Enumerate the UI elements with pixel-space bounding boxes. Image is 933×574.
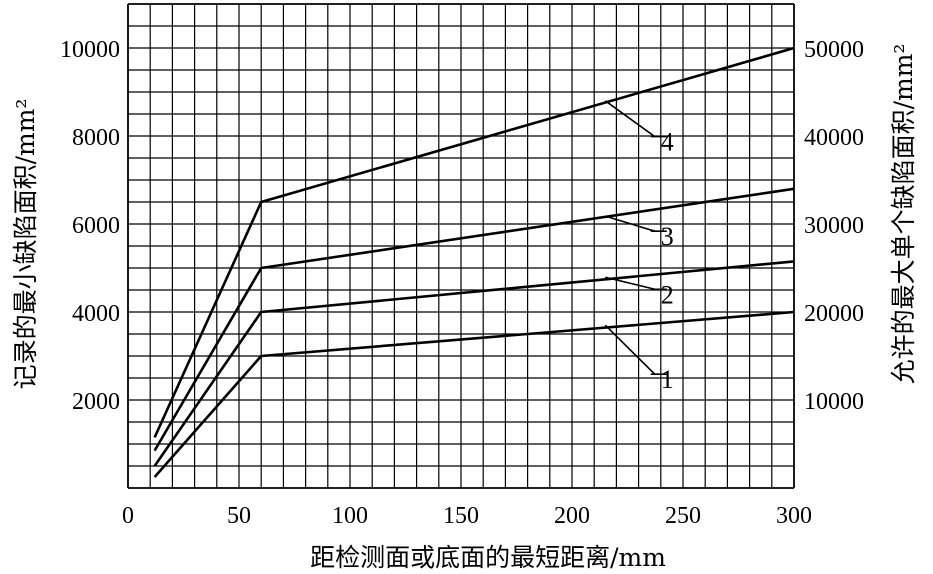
right-y-tick-label: 40000 <box>804 125 864 151</box>
left-y-axis-title: 记录的最小缺陷面积/mm² <box>11 99 40 390</box>
left-y-tick-label: 10000 <box>60 37 120 63</box>
x-tick-label: 50 <box>227 503 251 529</box>
right-y-tick-label: 10000 <box>804 389 864 415</box>
left-y-tick-label: 2000 <box>72 389 120 415</box>
series-label-1: 1 <box>661 365 674 394</box>
leader-line-2 <box>605 276 655 291</box>
x-tick-label: 150 <box>443 503 479 529</box>
series-line-2 <box>153 260 795 467</box>
x-tick-label: 250 <box>665 503 701 529</box>
series-lines <box>153 46 795 478</box>
left-y-tick-label: 4000 <box>72 301 120 327</box>
x-tick-label: 200 <box>554 503 590 529</box>
x-tick-label: 100 <box>332 503 368 529</box>
series-label-leaders: 1 2 3 4 <box>604 100 674 394</box>
x-tick-label: 300 <box>776 503 812 529</box>
right-y-tick-label: 50000 <box>804 37 864 63</box>
leader-line-4 <box>604 100 656 138</box>
leader-line-3 <box>605 215 656 232</box>
right-y-tick-label: 20000 <box>804 301 864 327</box>
series-line-1 <box>153 310 795 478</box>
series-line-4 <box>153 46 795 438</box>
grid <box>127 3 795 489</box>
right-y-axis-title: 允许的最大单个缺陷面积/mm² <box>889 44 918 385</box>
x-axis-title: 距检测面或底面的最短距离/mm <box>310 543 666 572</box>
tick-labels: 0 50 100 150 200 250 300 2000 4000 6000 8000 10000 1… <box>60 37 864 529</box>
series-line-3 <box>153 187 795 452</box>
right-y-tick-label: 30000 <box>804 213 864 239</box>
left-y-tick-label: 8000 <box>72 125 120 151</box>
series-label-3: 3 <box>661 222 674 251</box>
left-y-tick-label: 6000 <box>72 213 120 239</box>
x-tick-label: 0 <box>122 503 134 529</box>
leader-line-1 <box>604 324 656 375</box>
series-label-2: 2 <box>661 280 674 309</box>
series-label-4: 4 <box>661 128 674 157</box>
